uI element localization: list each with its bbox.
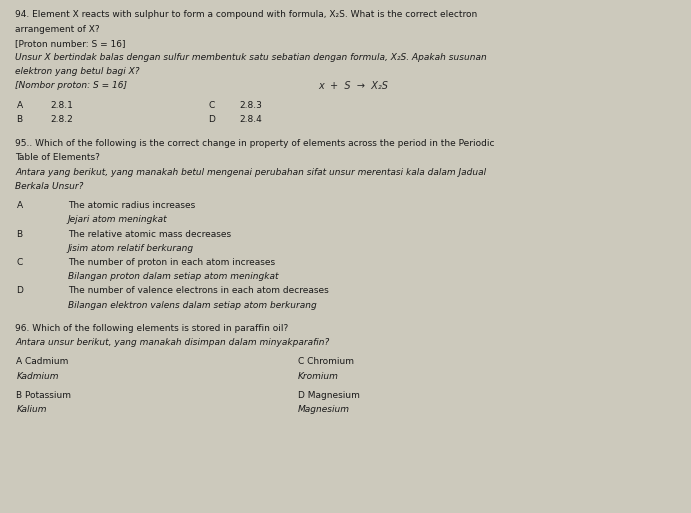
Text: The relative atomic mass decreases: The relative atomic mass decreases xyxy=(68,230,231,239)
Text: D Magnesium: D Magnesium xyxy=(298,391,359,400)
Text: D: D xyxy=(209,115,216,124)
Text: 2.8.2: 2.8.2 xyxy=(50,115,73,124)
Text: elektron yang betul bagi X?: elektron yang betul bagi X? xyxy=(15,67,140,76)
Text: 2.8.1: 2.8.1 xyxy=(50,101,74,110)
Text: Kadmium: Kadmium xyxy=(17,372,59,381)
Text: C: C xyxy=(17,258,23,267)
Text: 2.8.3: 2.8.3 xyxy=(239,101,262,110)
Text: Jisim atom relatif berkurang: Jisim atom relatif berkurang xyxy=(68,244,194,253)
Text: 2.8.4: 2.8.4 xyxy=(239,115,262,124)
Text: Magnesium: Magnesium xyxy=(298,405,350,414)
Text: Antara unsur berikut, yang manakah disimpan dalam minyakparafin?: Antara unsur berikut, yang manakah disim… xyxy=(15,338,330,347)
Text: x  +  S  →  X₂S: x + S → X₂S xyxy=(318,82,388,91)
Text: Unsur X bertindak balas dengan sulfur membentuk satu sebatian dengan formula, X₂: Unsur X bertindak balas dengan sulfur me… xyxy=(15,53,487,62)
Text: B: B xyxy=(17,115,23,124)
Text: 96. Which of the following elements is stored in paraffin oil?: 96. Which of the following elements is s… xyxy=(15,324,288,333)
Text: C: C xyxy=(209,101,215,110)
Text: Kromium: Kromium xyxy=(298,372,339,381)
Text: Antara yang berikut, yang manakah betul mengenai perubahan sifat unsur merentasi: Antara yang berikut, yang manakah betul … xyxy=(15,168,486,176)
Text: 95.. Which of the following is the correct change in property of elements across: 95.. Which of the following is the corre… xyxy=(15,140,495,148)
Text: Berkala Unsur?: Berkala Unsur? xyxy=(15,182,84,191)
Text: Bilangan elektron valens dalam setiap atom berkurang: Bilangan elektron valens dalam setiap at… xyxy=(68,301,316,310)
Text: The atomic radius increases: The atomic radius increases xyxy=(68,201,195,210)
Text: A Cadmium: A Cadmium xyxy=(17,358,69,366)
Text: B: B xyxy=(17,230,23,239)
Text: arrangement of X?: arrangement of X? xyxy=(15,25,100,33)
Text: Kalium: Kalium xyxy=(17,405,47,414)
Text: B Potassium: B Potassium xyxy=(17,391,71,400)
Text: C Chromium: C Chromium xyxy=(298,358,354,366)
Text: Table of Elements?: Table of Elements? xyxy=(15,153,100,163)
Text: The number of valence electrons in each atom decreases: The number of valence electrons in each … xyxy=(68,286,329,295)
Text: A: A xyxy=(17,201,23,210)
Text: [Proton number: S = 16]: [Proton number: S = 16] xyxy=(15,39,126,48)
Text: D: D xyxy=(17,286,23,295)
Text: Jejari atom meningkat: Jejari atom meningkat xyxy=(68,215,167,224)
Text: The number of proton in each atom increases: The number of proton in each atom increa… xyxy=(68,258,275,267)
Text: [Nombor proton: S = 16]: [Nombor proton: S = 16] xyxy=(15,82,127,90)
Text: 94. Element X reacts with sulphur to form a compound with formula, X₂S. What is : 94. Element X reacts with sulphur to for… xyxy=(15,10,477,19)
Text: A: A xyxy=(17,101,23,110)
Text: Bilangan proton dalam setiap atom meningkat: Bilangan proton dalam setiap atom mening… xyxy=(68,272,278,281)
